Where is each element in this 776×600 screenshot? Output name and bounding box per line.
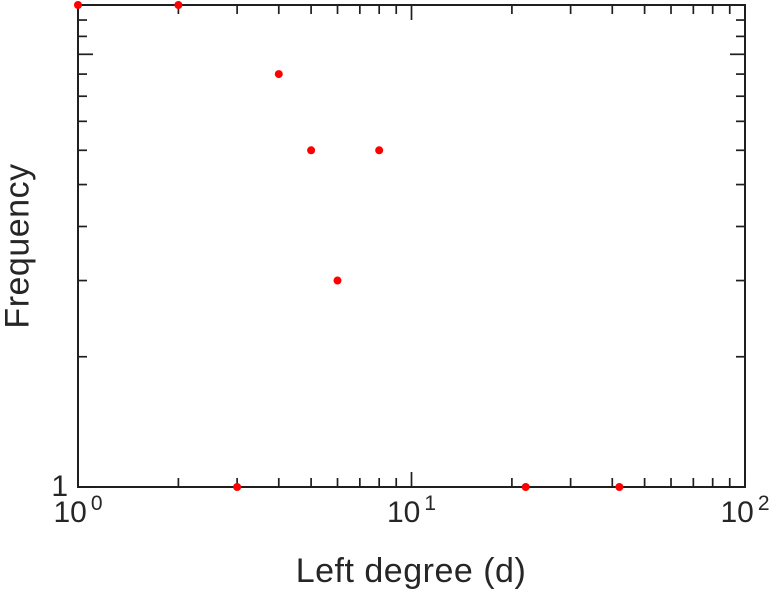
x-axis-title: Left degree (d) — [295, 552, 527, 590]
data-point — [521, 483, 530, 491]
plot-frame — [77, 4, 746, 488]
data-point — [375, 146, 384, 155]
data-point — [615, 483, 624, 491]
data-point — [307, 146, 316, 155]
y-tick-label: 1 — [51, 470, 68, 503]
data-point — [233, 483, 242, 491]
data-point — [333, 276, 342, 285]
data-point — [74, 1, 82, 9]
data-point — [174, 1, 183, 9]
y-tick-labels: 1 — [0, 0, 68, 600]
data-point — [274, 70, 283, 79]
